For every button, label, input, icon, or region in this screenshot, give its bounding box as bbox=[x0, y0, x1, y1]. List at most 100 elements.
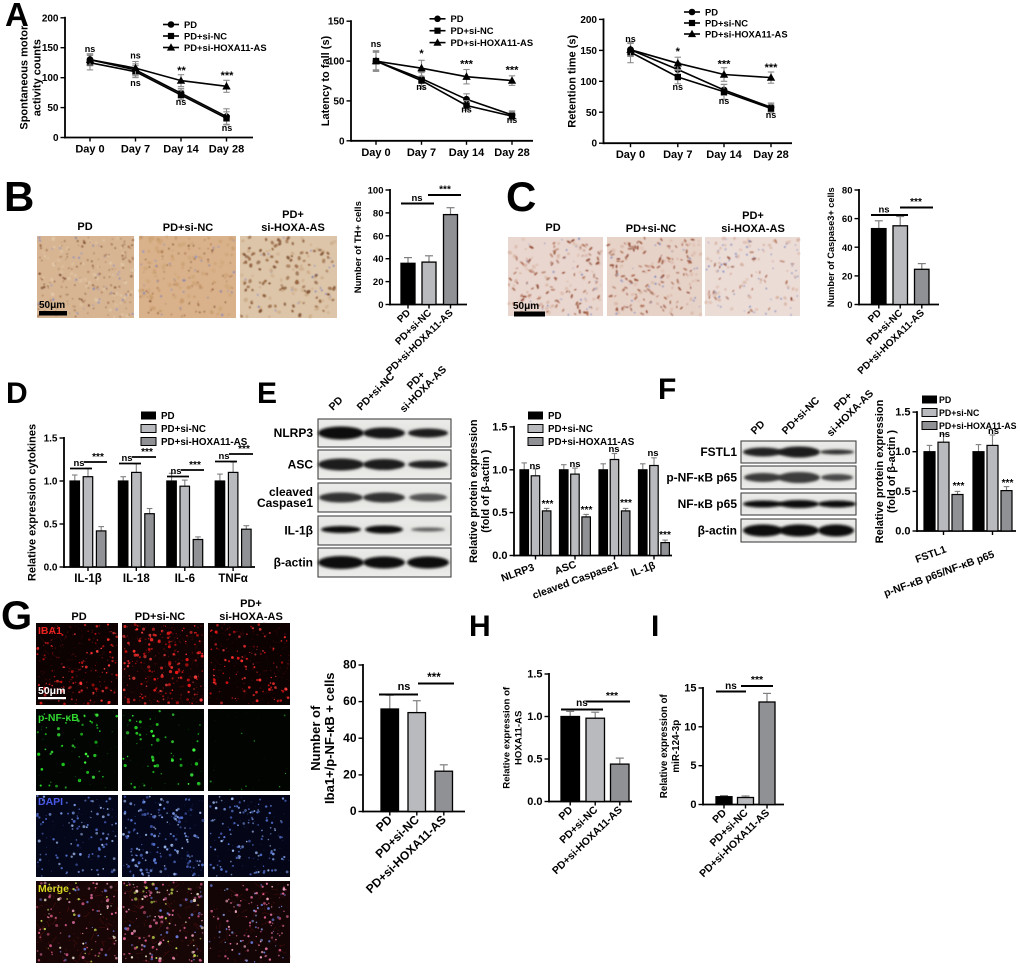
svg-text:Number of: Number of bbox=[308, 705, 323, 771]
svg-text:Day 0: Day 0 bbox=[361, 147, 390, 159]
svg-text:5: 5 bbox=[690, 760, 696, 772]
svg-text:**: ** bbox=[177, 65, 186, 77]
svg-text:β-actin: β-actin bbox=[274, 556, 313, 570]
svg-text:1.0: 1.0 bbox=[44, 477, 58, 488]
svg-text:ASC: ASC bbox=[288, 458, 314, 472]
svg-text:ns: ns bbox=[398, 681, 411, 693]
svg-text:***: *** bbox=[718, 59, 732, 71]
svg-text:ns: ns bbox=[176, 97, 187, 107]
svg-text:Day 14: Day 14 bbox=[163, 144, 199, 156]
svg-text:Iba1+/p-NF-κB + cells: Iba1+/p-NF-κB + cells bbox=[322, 672, 337, 804]
svg-text:150: 150 bbox=[580, 46, 597, 57]
svg-text:***: *** bbox=[581, 505, 593, 516]
svg-text:150: 150 bbox=[42, 43, 59, 54]
svg-text:si-HOXA-AS: si-HOXA-AS bbox=[398, 364, 449, 415]
svg-text:Relative protein expression: Relative protein expression bbox=[468, 419, 480, 563]
svg-text:50: 50 bbox=[333, 96, 345, 107]
svg-text:Day 7: Day 7 bbox=[407, 147, 436, 159]
svg-text:0: 0 bbox=[339, 136, 345, 147]
svg-text:100: 100 bbox=[328, 57, 345, 68]
svg-text:***: *** bbox=[506, 65, 520, 77]
svg-text:60: 60 bbox=[373, 231, 384, 242]
svg-text:Caspase1: Caspase1 bbox=[257, 496, 313, 510]
svg-text:0.0: 0.0 bbox=[527, 796, 542, 808]
svg-text:20: 20 bbox=[373, 277, 384, 288]
svg-text:PD+si-NC: PD+si-NC bbox=[184, 30, 227, 41]
svg-text:PD+si-HOXA11-AS: PD+si-HOXA11-AS bbox=[548, 437, 635, 448]
svg-text:80: 80 bbox=[373, 208, 384, 219]
svg-text:200: 200 bbox=[42, 13, 59, 24]
svg-text:0: 0 bbox=[690, 799, 696, 811]
svg-text:ns: ns bbox=[222, 123, 233, 133]
svg-text:1.0: 1.0 bbox=[527, 711, 542, 723]
svg-text:***: *** bbox=[1002, 478, 1014, 489]
svg-text:Merge: Merge bbox=[38, 883, 69, 895]
svg-text:***: *** bbox=[542, 499, 554, 510]
svg-text:100: 100 bbox=[580, 77, 597, 88]
svg-text:0.5: 0.5 bbox=[527, 754, 542, 766]
svg-text:ns: ns bbox=[529, 461, 540, 472]
svg-text:60: 60 bbox=[343, 694, 357, 708]
svg-text:Day 28: Day 28 bbox=[494, 147, 529, 159]
svg-text:si-HOXA-AS: si-HOXA-AS bbox=[721, 223, 785, 235]
svg-text:PD+si-NC: PD+si-NC bbox=[135, 611, 185, 623]
svg-text:ns: ns bbox=[73, 458, 84, 469]
svg-text:B: B bbox=[4, 173, 34, 220]
svg-text:1.5: 1.5 bbox=[492, 421, 507, 433]
svg-text:ns: ns bbox=[170, 466, 181, 477]
svg-text:PD: PD bbox=[705, 6, 718, 17]
svg-text:Day 7: Day 7 bbox=[121, 144, 150, 156]
svg-text:200: 200 bbox=[580, 15, 597, 26]
svg-text:PD+si-HOXA11-AS: PD+si-HOXA11-AS bbox=[939, 421, 1017, 431]
svg-text:***: *** bbox=[751, 674, 764, 686]
svg-text:A: A bbox=[5, 0, 29, 33]
svg-text:20: 20 bbox=[842, 271, 853, 282]
svg-text:*: * bbox=[419, 48, 424, 60]
svg-text:1.5: 1.5 bbox=[895, 407, 910, 419]
svg-text:NLRP3: NLRP3 bbox=[500, 561, 537, 584]
svg-text:ns: ns bbox=[371, 39, 382, 49]
svg-text:IBA1: IBA1 bbox=[38, 625, 62, 637]
svg-text:PD+: PD+ bbox=[240, 598, 262, 610]
svg-text:***: *** bbox=[238, 444, 250, 455]
svg-text:***: *** bbox=[189, 460, 201, 471]
svg-text:50μm: 50μm bbox=[39, 300, 65, 311]
svg-text:PD: PD bbox=[161, 411, 175, 422]
svg-text:***: *** bbox=[606, 690, 619, 702]
svg-text:ns: ns bbox=[939, 429, 950, 440]
svg-text:G: G bbox=[1, 594, 32, 638]
svg-text:***: *** bbox=[659, 530, 671, 541]
svg-text:ns: ns bbox=[121, 453, 132, 464]
svg-text:PD+si-HOXA11-AS: PD+si-HOXA11-AS bbox=[161, 437, 248, 448]
svg-text:60: 60 bbox=[842, 214, 853, 225]
svg-text:p-NF-κB: p-NF-κB bbox=[38, 712, 79, 724]
svg-text:PD+si-NC: PD+si-NC bbox=[548, 424, 593, 435]
svg-text:80: 80 bbox=[842, 186, 853, 197]
svg-text:IL-1β: IL-1β bbox=[74, 573, 101, 585]
svg-text:PD+si-HOXA11-AS: PD+si-HOXA11-AS bbox=[451, 37, 534, 48]
svg-text:0.0: 0.0 bbox=[44, 563, 58, 574]
svg-text:Relative expression cytokines: Relative expression cytokines bbox=[27, 424, 39, 581]
svg-text:PD+si-HOXA11-AS: PD+si-HOXA11-AS bbox=[705, 28, 788, 39]
svg-text:FSTL1: FSTL1 bbox=[914, 543, 948, 565]
svg-text:PD+si-NC: PD+si-NC bbox=[626, 223, 676, 235]
svg-text:PD+si-HOXA11-AS: PD+si-HOXA11-AS bbox=[184, 42, 267, 53]
svg-text:100: 100 bbox=[42, 73, 59, 84]
svg-text:50μm: 50μm bbox=[38, 685, 65, 697]
svg-text:80: 80 bbox=[343, 658, 357, 672]
svg-text:Day 14: Day 14 bbox=[449, 147, 485, 159]
svg-text:ns: ns bbox=[507, 115, 518, 125]
svg-text:***: *** bbox=[427, 672, 441, 684]
svg-text:ns: ns bbox=[130, 78, 141, 88]
svg-text:ns: ns bbox=[569, 459, 580, 470]
svg-text:Day 0: Day 0 bbox=[75, 144, 104, 156]
svg-text:***: *** bbox=[620, 498, 632, 509]
svg-text:(fold of β-actin ): (fold of β-actin ) bbox=[480, 449, 492, 532]
svg-text:50: 50 bbox=[47, 103, 59, 114]
svg-text:PD: PD bbox=[184, 19, 197, 30]
svg-text:H: H bbox=[469, 610, 491, 643]
svg-text:PD+si-NC: PD+si-NC bbox=[163, 222, 213, 234]
svg-text:ns: ns bbox=[625, 34, 636, 44]
svg-text:ns: ns bbox=[719, 96, 730, 106]
svg-text:0.0: 0.0 bbox=[895, 526, 910, 538]
